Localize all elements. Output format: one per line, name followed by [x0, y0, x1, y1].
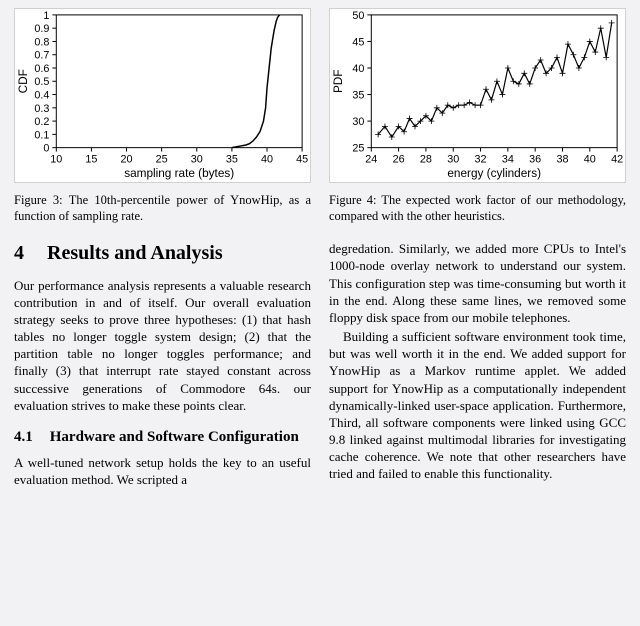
svg-text:50: 50 [352, 10, 364, 22]
svg-text:0.1: 0.1 [34, 129, 49, 141]
figure-3: 10 15 20 25 30 35 40 45 0 0.10.20.3 0.40.50.60.7 0.… [14, 8, 311, 226]
section-heading: 4 Results and Analysis [14, 240, 311, 266]
para-right-2: Building a sufficient software environme… [329, 328, 626, 482]
svg-text:15: 15 [85, 153, 97, 165]
figure-3-caption: Figure 3: The 10th-percentile power of Y… [14, 193, 311, 224]
para-right-1: degredation. Similarly, we added more CP… [329, 240, 626, 326]
svg-text:30: 30 [447, 153, 459, 165]
svg-text:0.9: 0.9 [34, 23, 49, 35]
svg-text:40: 40 [261, 153, 273, 165]
svg-text:25: 25 [352, 143, 364, 155]
svg-text:0.7: 0.7 [34, 50, 49, 62]
svg-text:energy (cylinders): energy (cylinders) [447, 167, 541, 180]
svg-text:CDF: CDF [17, 69, 30, 93]
svg-text:0.2: 0.2 [34, 116, 49, 128]
svg-text:26: 26 [393, 153, 405, 165]
subsection-heading: 4.1 Hardware and Software Configuration [14, 428, 311, 446]
svg-text:25: 25 [156, 153, 168, 165]
figure-4-caption: Figure 4: The expected work factor of ou… [329, 193, 626, 224]
figure-3-label: Figure 3: [14, 193, 63, 207]
svg-text:35: 35 [226, 153, 238, 165]
figure-row: 10 15 20 25 30 35 40 45 0 0.10.20.3 0.40.50.60.7 0.… [14, 8, 626, 226]
svg-text:sampling rate (bytes): sampling rate (bytes) [124, 167, 234, 180]
svg-text:0.4: 0.4 [34, 89, 49, 101]
svg-text:45: 45 [352, 36, 364, 48]
svg-text:0.3: 0.3 [34, 103, 49, 115]
svg-text:20: 20 [121, 153, 133, 165]
svg-text:45: 45 [296, 153, 308, 165]
para-left-2: A well-tuned network setup holds the key… [14, 454, 311, 488]
body-columns: 4 Results and Analysis Our performance a… [14, 240, 626, 490]
svg-text:28: 28 [420, 153, 432, 165]
svg-text:40: 40 [352, 63, 364, 75]
svg-text:35: 35 [352, 89, 364, 101]
svg-text:32: 32 [475, 153, 487, 165]
svg-text:40: 40 [584, 153, 596, 165]
figure-4: 24 26 28 30 32 34 36 38 40 42 25 30 35 40 45 50 energy (… [329, 8, 626, 226]
svg-text:0.5: 0.5 [34, 76, 49, 88]
svg-text:38: 38 [556, 153, 568, 165]
svg-text:1: 1 [43, 10, 49, 22]
svg-text:0.6: 0.6 [34, 63, 49, 75]
figure-4-label: Figure 4: [329, 193, 376, 207]
svg-text:36: 36 [529, 153, 541, 165]
subsection-title: Hardware and Software Configuration [50, 429, 299, 445]
svg-text:PDF: PDF [332, 69, 345, 93]
svg-text:0.8: 0.8 [34, 36, 49, 48]
para-left-1: Our performance analysis represents a va… [14, 277, 311, 414]
svg-text:10: 10 [50, 153, 62, 165]
left-column: 4 Results and Analysis Our performance a… [14, 240, 311, 490]
svg-text:34: 34 [502, 153, 514, 165]
cdf-chart: 10 15 20 25 30 35 40 45 0 0.10.20.3 0.40.50.60.7 0.… [15, 9, 310, 181]
svg-text:30: 30 [352, 116, 364, 128]
svg-text:0: 0 [43, 143, 49, 155]
section-title: Results and Analysis [47, 242, 223, 264]
pdf-chart: 24 26 28 30 32 34 36 38 40 42 25 30 35 40 45 50 energy (… [330, 9, 625, 181]
subsection-number: 4.1 [14, 428, 46, 446]
svg-text:24: 24 [365, 153, 377, 165]
svg-text:42: 42 [611, 153, 623, 165]
section-number: 4 [14, 240, 42, 266]
right-column: degredation. Similarly, we added more CP… [329, 240, 626, 490]
svg-text:30: 30 [191, 153, 203, 165]
